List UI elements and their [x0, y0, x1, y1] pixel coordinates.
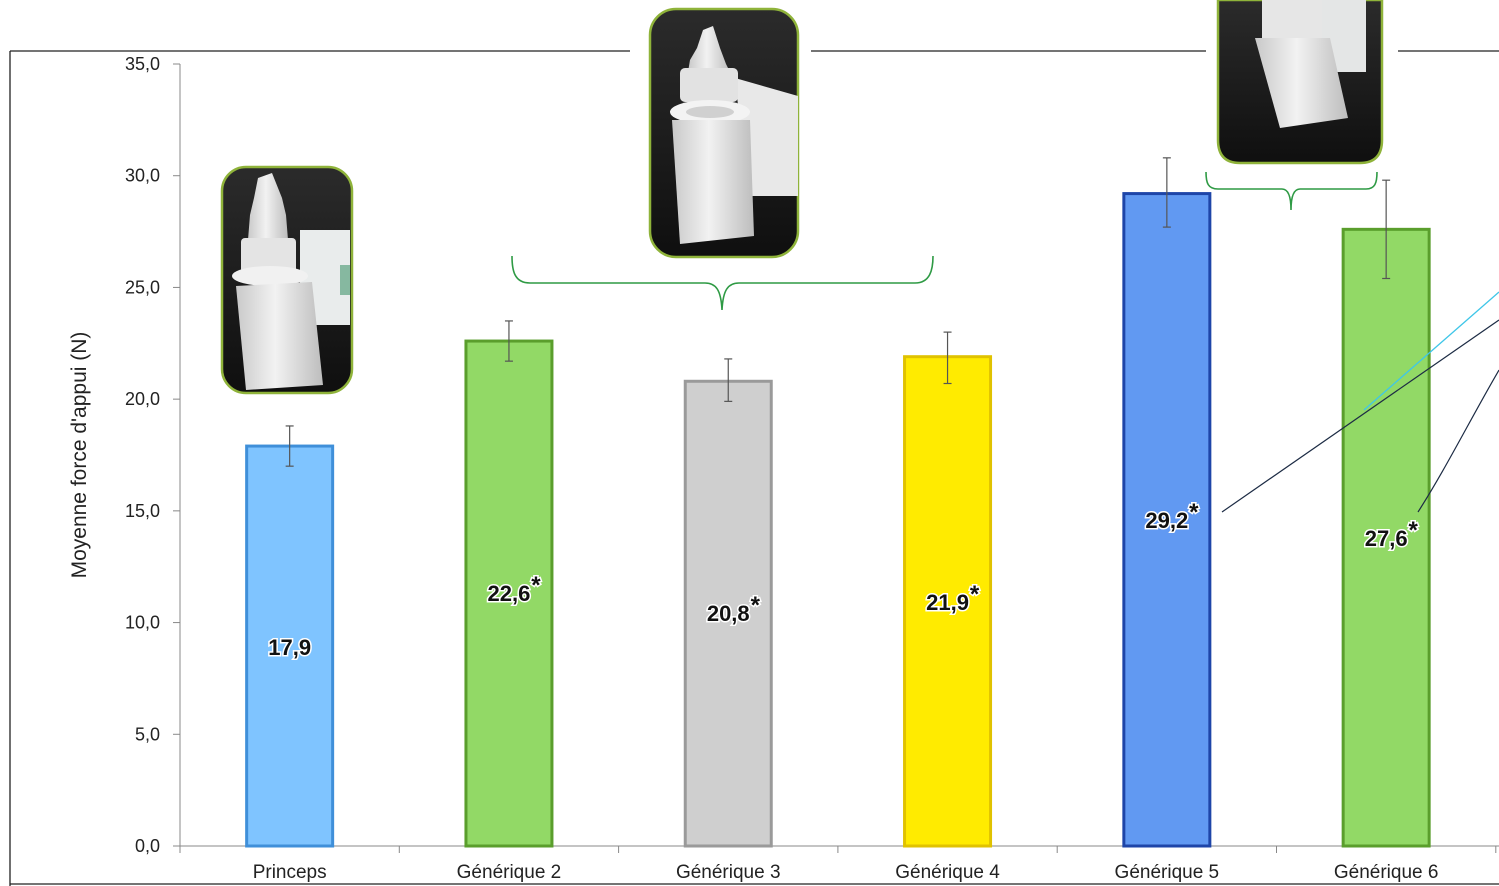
x-tick-label: Générique 3 [676, 862, 781, 883]
annotation-line-cyan [1363, 291, 1499, 411]
group-brackets [511, 171, 1378, 311]
x-tick-label: Générique 2 [457, 862, 562, 883]
error-bar [1162, 157, 1171, 228]
data-label: 17,9 [268, 635, 311, 660]
significance-mark: * [970, 581, 980, 608]
y-tick-label: 15,0 [125, 501, 160, 521]
y-tick-label: 30,0 [125, 166, 160, 186]
x-tick-label: Princeps [253, 862, 327, 883]
y-tick-label: 0,0 [135, 836, 160, 856]
error-bars [285, 157, 1391, 467]
data-label: 29,2 [1145, 508, 1188, 533]
eye-drop-bottle-photo [648, 7, 800, 259]
bars [245, 192, 1431, 848]
chart-frame [9, 50, 1499, 886]
y-axis-title: Moyenne force d'appui (N) [68, 332, 91, 579]
y-tick-label: 10,0 [125, 613, 160, 633]
bar [245, 444, 335, 848]
significance-mark: * [531, 572, 541, 599]
significance-mark: * [1408, 517, 1418, 544]
error-bar [724, 358, 733, 402]
x-tick-label: Générique 4 [895, 862, 1000, 883]
error-bar [285, 425, 294, 467]
bar [1122, 192, 1212, 848]
bracket-generiques-5-6 [1205, 171, 1378, 211]
eye-drop-bottle-photo [1216, 0, 1384, 165]
error-bar [943, 331, 952, 385]
y-axis: 0,0 5,0 10,0 15,0 20,0 25,0 30,0 35,0 Moyenne fo… [68, 54, 181, 856]
data-label: 21,9 [926, 590, 969, 615]
error-bar [1382, 179, 1391, 280]
y-tick-label: 20,0 [125, 389, 160, 409]
x-tick-label: Générique 5 [1115, 862, 1220, 883]
annotation-curve [1417, 369, 1499, 513]
value-labels: 17,922,6 *20,8 * 21,9 *29,2 *27,6 * [267, 498, 1420, 662]
error-bar [504, 320, 513, 362]
significance-mark: * [751, 592, 761, 619]
x-axis: Princeps Générique 2 Générique 3 Générique … [179, 845, 1499, 883]
annotation-line-dark [1221, 319, 1499, 513]
bar [683, 379, 773, 848]
y-tick-label: 25,0 [125, 277, 160, 297]
x-tick-label: Générique 6 [1334, 862, 1439, 883]
data-label: 27,6 [1365, 526, 1408, 551]
data-label: 20,8 [707, 601, 750, 626]
annotation-lines [1221, 291, 1499, 513]
data-label: 22,6 [488, 581, 531, 606]
eye-drop-bottle-photo [220, 165, 354, 395]
bar [1341, 227, 1431, 848]
bracket-generiques-2-4 [511, 255, 934, 311]
significance-mark: * [1189, 499, 1199, 526]
y-tick-label: 5,0 [135, 724, 160, 744]
y-tick-label: 35,0 [125, 54, 160, 74]
